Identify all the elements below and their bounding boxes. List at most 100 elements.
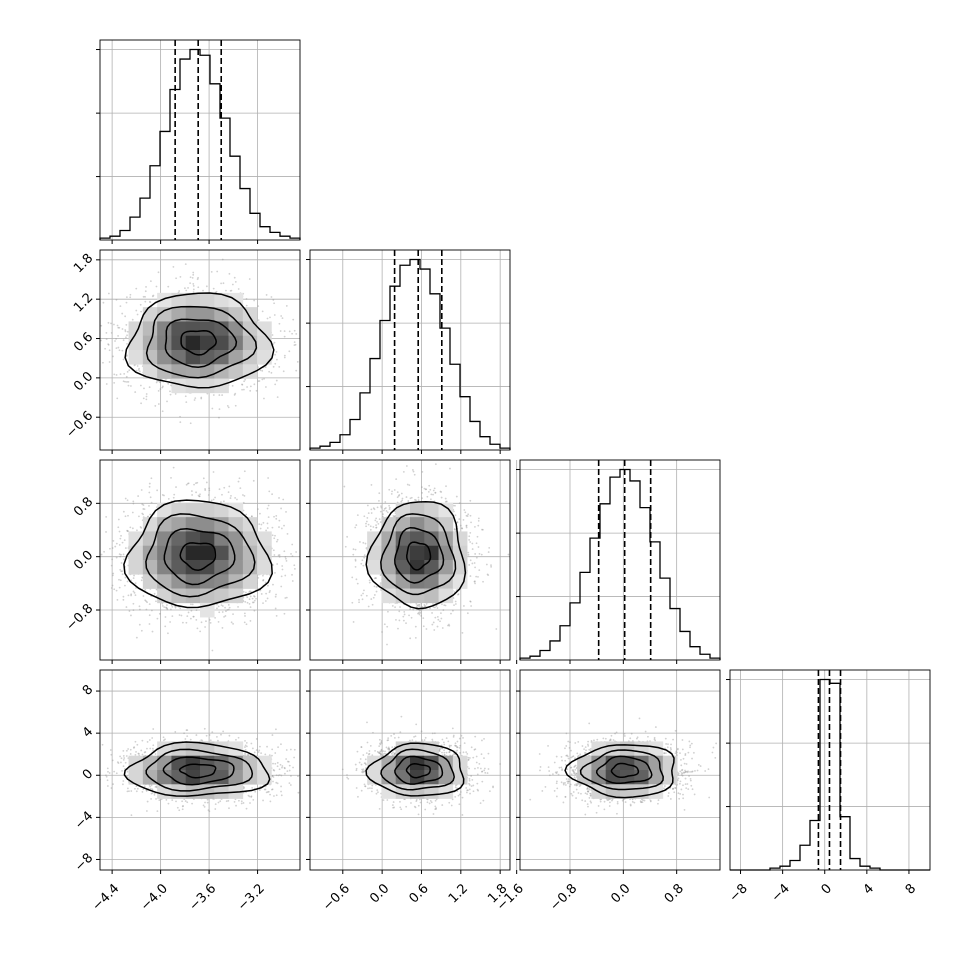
sample-point [140,526,143,529]
sample-point [171,605,174,608]
density-cell [128,545,144,561]
sample-point [272,564,274,566]
sample-point [214,496,216,499]
sample-point [217,620,220,623]
sample-point [207,494,210,496]
sample-point [125,375,128,378]
sample-point [129,526,132,529]
sample-point [200,396,203,399]
sample-point [282,498,285,501]
sample-point [243,494,246,497]
sample-point [113,381,116,384]
sample-point [116,397,119,400]
sample-point [192,285,195,287]
sample-point [132,602,135,605]
sample-point [221,493,223,496]
density-cell [157,364,172,379]
sample-point [107,343,110,345]
sample-point [158,381,161,384]
sample-point [241,383,243,386]
sample-point [278,365,281,368]
sample-point [45,363,47,365]
sample-point [363,554,366,556]
sample-point [216,607,218,610]
sample-point [243,380,246,383]
sample-point [125,301,128,304]
contour-line [180,329,217,356]
sample-point [232,613,234,616]
sample-point [75,552,77,554]
sample-point [276,563,279,565]
sample-point [189,422,192,425]
density-cell [200,292,215,308]
sample-point [372,507,375,510]
sample-point [180,614,183,617]
sample-point [248,278,251,280]
sample-point [293,341,296,344]
sample-point [196,481,199,484]
sample-point [230,289,233,292]
sample-point [234,280,237,283]
sample-point [293,329,296,332]
density-cell [157,335,172,351]
density-cell [242,574,258,589]
sample-point [192,288,195,291]
sample-point [100,324,103,327]
density-cell [228,307,244,322]
sample-point [197,286,200,289]
sample-point [145,395,148,398]
sample-point [228,606,231,609]
sample-point [184,395,187,398]
sample-point [243,621,246,624]
density-cell [228,545,244,561]
sample-point [260,523,263,526]
sample-point [242,388,245,391]
sample-point [263,397,265,400]
sample-point [131,511,134,514]
sample-point [113,373,116,376]
sample-point [118,349,121,352]
sample-point [150,477,153,480]
sample-point [267,504,270,507]
sample-point [155,285,158,288]
sample-point [112,355,114,358]
sample-point [269,316,271,319]
density-cell [128,560,144,575]
sample-point [134,391,137,393]
sample-point [170,608,172,611]
sample-point [311,552,313,554]
sample-point [229,290,232,292]
sample-point [241,388,243,391]
density-cell [214,292,229,308]
density-cell [171,307,187,322]
sample-point [195,609,198,612]
sample-point [275,379,278,382]
sample-point [280,585,283,588]
sample-point [302,334,304,336]
sample-point [126,330,129,333]
sample-point [291,332,294,335]
sample-point [281,317,284,320]
sample-point [118,544,121,546]
sample-point [263,377,265,380]
sample-point [124,584,126,587]
sample-point [252,601,255,604]
sample-point [253,609,256,612]
sample-point [161,494,164,496]
sample-point [115,298,118,301]
sample-point [151,630,154,633]
sample-point [242,590,245,593]
sample-point [148,386,151,389]
density-cell [157,350,172,365]
sample-point [346,535,349,538]
density-cell [242,517,258,532]
sample-point [273,537,276,540]
sample-point [184,287,186,290]
sample-point [271,526,274,529]
sample-point [130,614,132,617]
sample-point [193,483,195,486]
contour-line [145,513,256,598]
sample-point [226,404,229,407]
sample-point [234,497,237,499]
sample-point [118,326,121,329]
